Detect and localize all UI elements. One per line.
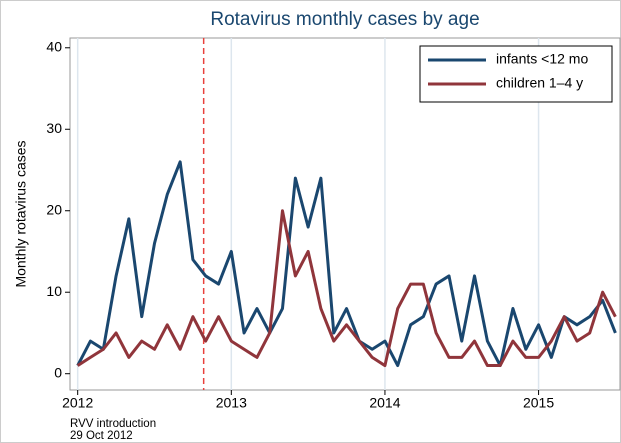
- y-tick-label: 40: [46, 38, 62, 54]
- y-axis-label: Monthly rotavirus cases: [13, 140, 29, 287]
- x-tick-label: 2013: [216, 395, 247, 411]
- y-tick-label: 10: [46, 283, 62, 299]
- series-line: [76, 160, 617, 368]
- y-tick-label: 20: [46, 201, 62, 217]
- annotation-text: RVV introduction: [70, 418, 156, 430]
- annotation-text: 29 Oct 2012: [70, 430, 133, 442]
- legend-label: children 1–4 y: [496, 75, 583, 91]
- y-tick-label: 0: [54, 364, 62, 380]
- chart-title: Rotavirus monthly cases by age: [210, 9, 479, 30]
- legend-label: infants <12 mo: [496, 51, 588, 67]
- x-tick-label: 2012: [62, 395, 93, 411]
- legend-box: [419, 45, 613, 103]
- x-tick-label: 2014: [369, 395, 400, 411]
- series-line: [76, 209, 617, 368]
- y-tick-label: 30: [46, 120, 62, 136]
- x-tick-label: 2015: [523, 395, 554, 411]
